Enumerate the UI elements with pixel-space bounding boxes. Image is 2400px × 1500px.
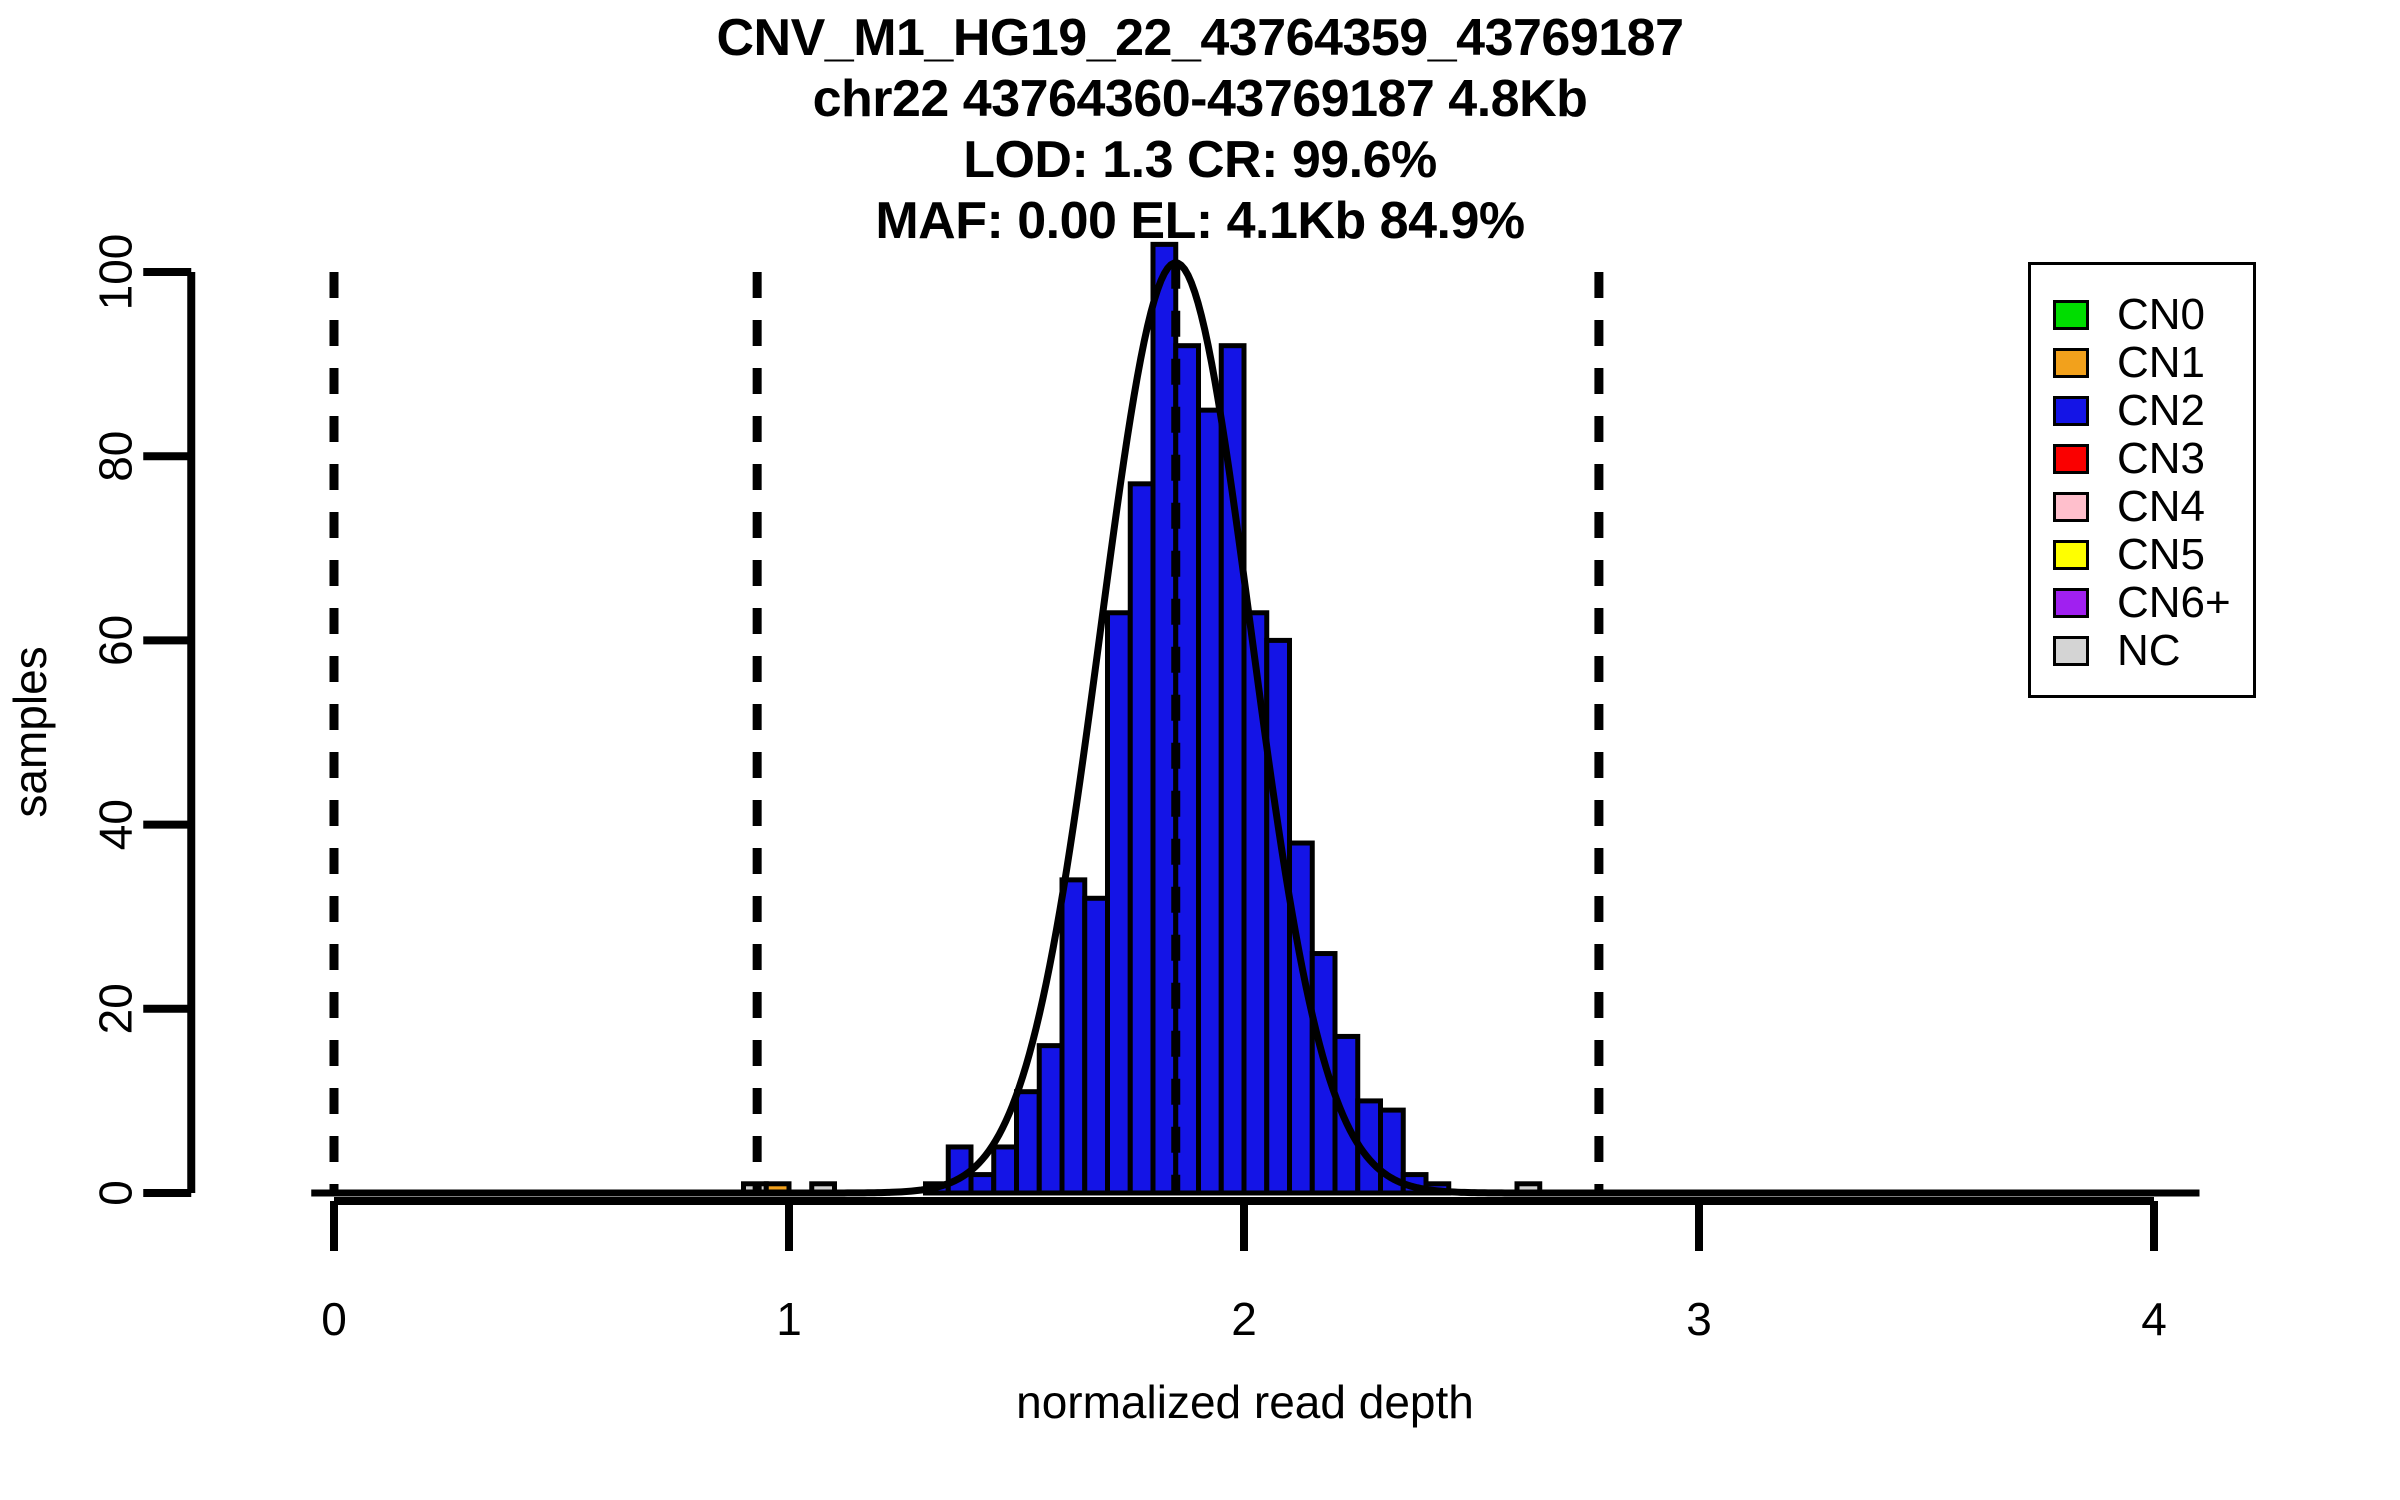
legend-item-label: CN0: [2117, 290, 2206, 339]
y-axis-tick-label: 40: [89, 799, 141, 850]
histogram-bar: [1059, 877, 1088, 1196]
legend-item-label: CN2: [2117, 386, 2206, 435]
title-line-1: CNV_M1_HG19_22_43764359_43769187: [716, 9, 1684, 67]
legend-swatch-icon: [2053, 300, 2089, 330]
legend-swatch-icon: [2053, 492, 2089, 522]
histogram-bar: [968, 1172, 997, 1196]
y-axis-tick-label: 100: [89, 234, 141, 311]
title-line-2: chr22 43764360-43769187 4.8Kb: [812, 70, 1588, 128]
y-axis-tick-label: 80: [89, 431, 141, 482]
histogram-bar: [1105, 610, 1133, 1196]
legend-swatch-icon: [2053, 540, 2089, 570]
legend-swatch-icon: [2053, 444, 2089, 474]
density-curve: [311, 259, 2200, 1197]
legend-item-cn5[interactable]: CN5: [2053, 531, 2253, 579]
histogram-bar: [1264, 637, 1292, 1196]
axis-tick-labels: 0 20 40 60 80 100 0 1 2 3 4: [89, 234, 2166, 1345]
histogram-bar: [1036, 1043, 1065, 1196]
legend-item-cn0[interactable]: CN0: [2053, 291, 2253, 339]
y-axis-tick-label: 20: [89, 983, 141, 1034]
legend-swatch-icon: [2053, 396, 2089, 426]
legend-item-label: CN4: [2117, 482, 2206, 531]
legend-item-label: CN1: [2117, 338, 2206, 387]
legend-item-cn3[interactable]: CN3: [2053, 435, 2253, 483]
histogram-bar: [1014, 1089, 1042, 1196]
legend-item-nc[interactable]: NC: [2053, 627, 2253, 675]
legend-swatch-icon: [2053, 348, 2089, 378]
x-axis-tick-label: 3: [1686, 1293, 1712, 1345]
legend-item-cn4[interactable]: CN4: [2053, 483, 2253, 531]
histogram-bars: [741, 241, 1543, 1196]
legend-swatch-icon: [2053, 588, 2089, 618]
histogram-bar: [1309, 951, 1338, 1196]
chart-title-block: CNV_M1_HG19_22_43764359_43769187 chr22 4…: [0, 8, 2400, 252]
y-axis-title: samples: [4, 646, 56, 817]
histogram-bar: [991, 1144, 1019, 1196]
x-axis-tick-label: 1: [776, 1293, 802, 1345]
x-axis-tick-label: 4: [2141, 1293, 2167, 1345]
plot-axes: [143, 268, 2158, 1251]
legend-item-cn1[interactable]: CN1: [2053, 339, 2253, 387]
legend-item-cn6plus[interactable]: CN6+: [2053, 579, 2253, 627]
histogram-bar: [1287, 840, 1315, 1196]
x-axis-tick-label: 0: [321, 1293, 347, 1345]
legend-item-label: CN3: [2117, 434, 2206, 483]
y-axis-tick-label: 0: [89, 1180, 141, 1206]
legend-item-label: CN6+: [2117, 578, 2231, 627]
y-axis-tick-label: 60: [89, 615, 141, 666]
legend-item-label: CN5: [2117, 530, 2206, 579]
histogram-bar: [1127, 481, 1156, 1196]
threshold-lines: [329, 262, 1604, 1193]
copy-number-legend: CN0 CN1 CN2 CN3 CN4 CN5 CN6+ NC: [2028, 262, 2256, 698]
legend-item-cn2[interactable]: CN2: [2053, 387, 2253, 435]
title-line-4: MAF: 0.00 EL: 4.1Kb 84.9%: [875, 192, 1525, 250]
x-axis-tick-label: 2: [1231, 1293, 1257, 1345]
x-axis-title: normalized read depth: [1016, 1376, 1474, 1428]
legend-item-label: NC: [2117, 626, 2181, 675]
histogram-bar: [1196, 407, 1224, 1196]
histogram-bar: [1082, 895, 1110, 1196]
title-line-3: LOD: 1.3 CR: 99.6%: [963, 131, 1437, 189]
legend-swatch-icon: [2053, 636, 2089, 666]
